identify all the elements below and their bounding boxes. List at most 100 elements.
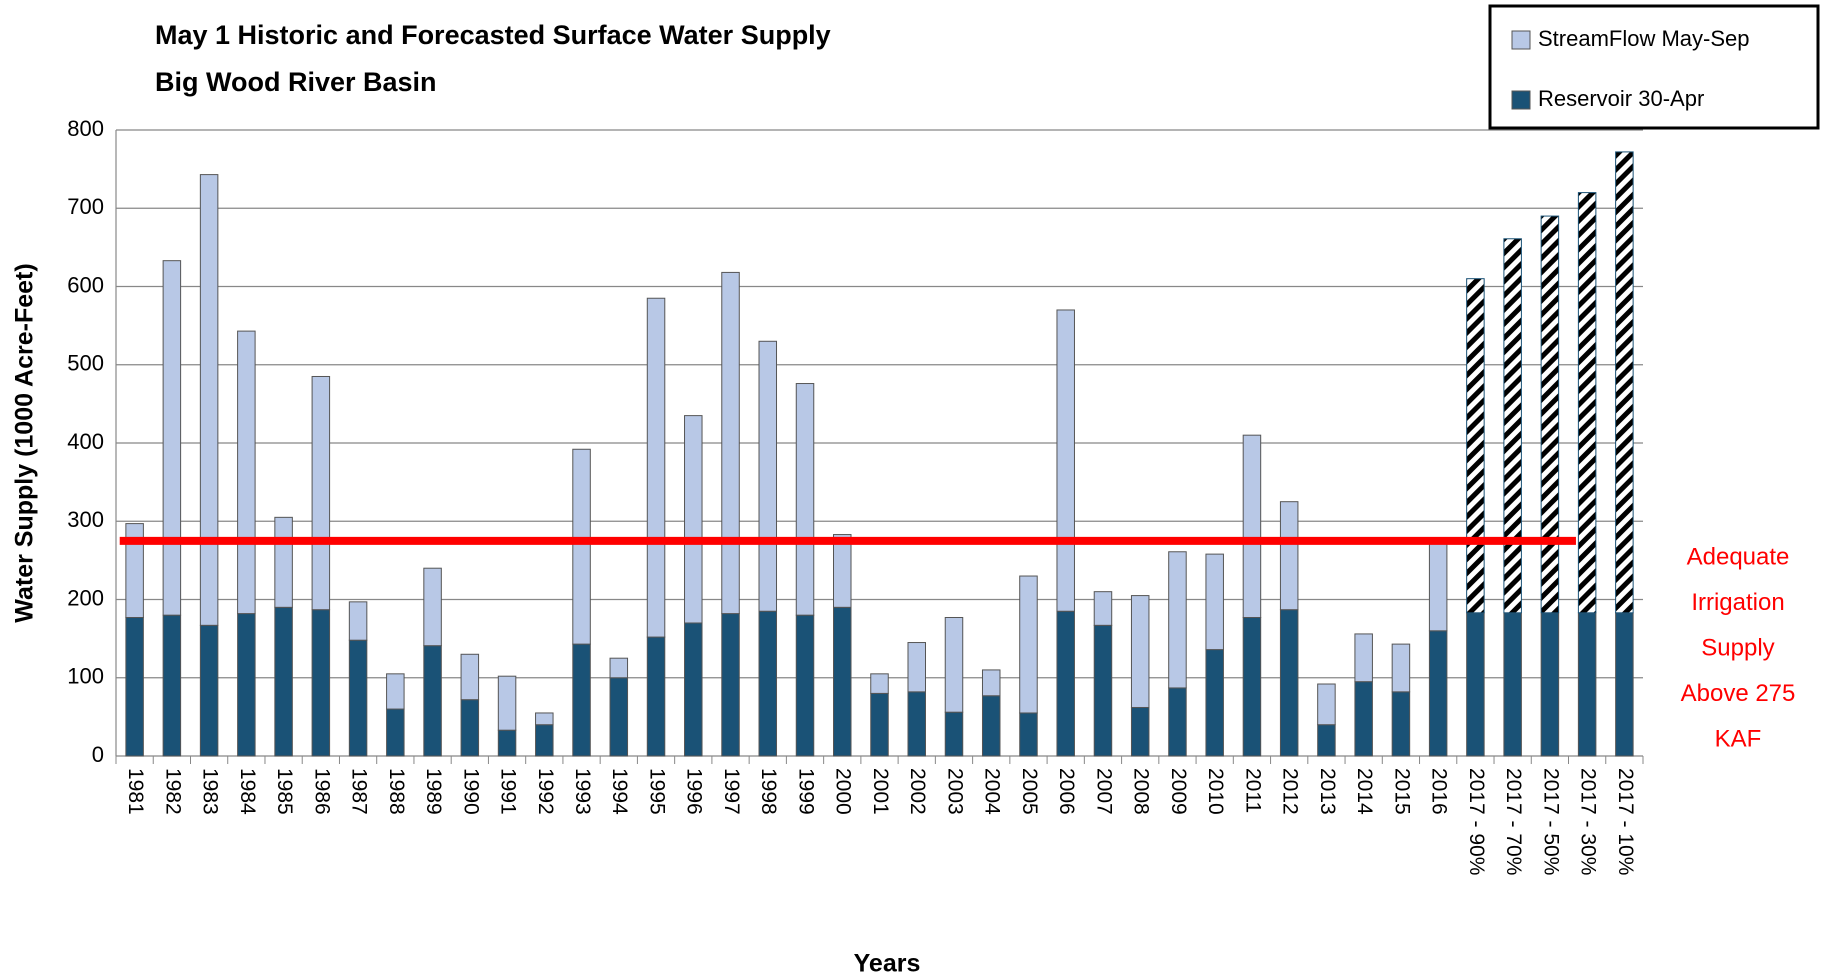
y-tick-label: 400 [67,429,104,454]
x-tick-label: 1984 [236,768,259,815]
x-tick-label: 2013 [1316,768,1339,815]
bar-segment [684,622,703,757]
y-tick-label: 100 [67,664,104,689]
x-tick-label: 1997 [720,768,743,815]
bar-segment [870,692,889,757]
x-tick-label: 1996 [683,768,706,815]
bar-segment [944,616,964,713]
legend-swatch [1511,30,1531,50]
annotation: KAF [1715,725,1762,752]
bar-segment [386,673,405,710]
chart-title: May 1 Historic and Forecasted Surface Wa… [155,20,831,50]
bar-segment [1615,151,1634,614]
bar-segment [609,657,629,679]
x-tick-label: 1994 [608,768,631,815]
x-tick-label: 1983 [199,768,222,815]
bar-segment [833,534,852,608]
bar-segment [646,297,666,638]
bar-segment [833,606,852,757]
x-tick-label: 2006 [1055,768,1078,815]
bar-segment [609,677,629,757]
bar-segment [1242,616,1262,757]
bar-segment [311,609,331,757]
legend-label: Reservoir 30-Apr [1538,86,1704,111]
bar-segment [348,601,368,641]
annotation: Supply [1701,634,1774,661]
y-tick-label: 200 [67,585,104,610]
y-tick-label: 600 [67,272,104,297]
x-tick-label: 1991 [497,768,520,815]
y-tick-label: 500 [67,351,104,376]
x-tick-label: 2008 [1130,768,1153,815]
x-tick-label: 2014 [1353,768,1376,815]
x-tick-label: 1990 [459,768,482,815]
bar-segment [870,673,889,694]
bar-segment [1428,630,1448,757]
bar-segment [1317,683,1336,726]
bar-segment [944,711,964,757]
bar-segment [423,645,442,757]
bar-segment [274,606,293,757]
bar-segment [237,330,256,615]
bar-segment [199,624,219,757]
legend-box [1488,4,1820,130]
bar-segment [981,669,1001,697]
bar-segment [1093,591,1113,626]
bar-segment [907,642,926,693]
x-tick-label: 1986 [310,768,333,815]
x-tick-label: 1992 [534,768,557,815]
bar-segment [1317,724,1336,757]
bar-segment [1428,540,1448,632]
bar-segment [497,675,517,731]
annotation: Adequate [1687,543,1790,570]
x-tick-label: 2017 - 10% [1614,768,1637,875]
x-tick-label: 1987 [348,768,371,815]
bar-segment [1466,612,1485,757]
x-tick-label: 2010 [1204,768,1227,815]
bar-segment [1130,706,1150,757]
x-tick-label: 2007 [1092,768,1115,815]
bar-segment [1168,551,1187,689]
bar-segment [125,523,144,618]
bar-segment [162,260,182,616]
x-axis-label: Years [854,950,921,978]
annotation: Above 275 [1681,680,1796,707]
x-tick-label: 2017 - 70% [1502,768,1525,875]
bar-segment [1540,215,1560,614]
bar-segment [1503,612,1522,757]
x-tick-label: 1985 [273,768,296,815]
chart-subtitle: Big Wood River Basin [155,67,437,97]
bar-segment [460,653,480,701]
y-tick-label: 0 [92,742,104,767]
bar-segment [386,708,405,757]
bar-segment [1279,609,1299,757]
bar-segment [1540,612,1560,757]
bar-segment [1019,712,1038,757]
legend-label: StreamFlow May-Sep [1538,26,1750,51]
y-tick-label: 300 [67,507,104,532]
bar-segment [1503,238,1522,614]
bar-segment [572,643,591,757]
bar-segment [981,695,1001,757]
bar-segment [795,383,815,616]
bar-segment [721,271,740,615]
legend-swatch [1511,90,1531,110]
bar-segment [348,639,368,757]
bar-segment [1019,575,1038,714]
x-tick-label: 2016 [1428,768,1451,815]
x-tick-label: 2017 - 90% [1465,768,1488,875]
x-tick-label: 1988 [385,768,408,815]
bar-segment [1093,624,1113,757]
bar-segment [162,614,182,757]
bar-segment [274,516,293,608]
bar-segment [535,712,554,726]
bar-segment [795,614,815,757]
x-tick-label: 2000 [832,768,855,815]
x-tick-label: 2017 - 30% [1577,768,1600,875]
x-tick-label: 1982 [161,768,184,815]
x-tick-label: 2012 [1279,768,1302,815]
x-tick-label: 2005 [1018,768,1041,815]
bar-segment [535,724,554,757]
x-tick-label: 2009 [1167,768,1190,815]
